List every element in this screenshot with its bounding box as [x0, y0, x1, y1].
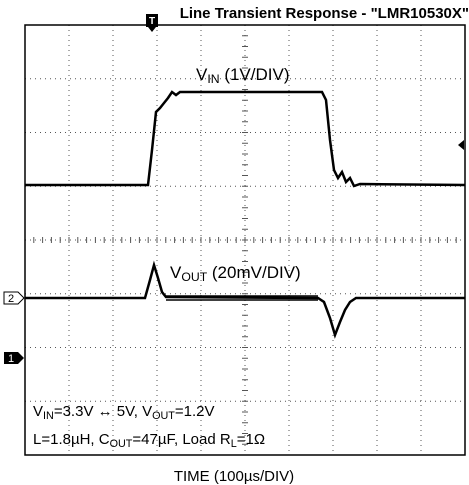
text-part: =47µF, Load R — [132, 431, 230, 448]
text-part: (1V/DIV) — [220, 65, 290, 84]
level-marker — [458, 140, 464, 150]
text-part: OUT — [152, 410, 175, 422]
x-label: TIME (100µs/DIV) — [174, 468, 294, 485]
text-part: IN — [207, 72, 219, 86]
grid — [24, 24, 466, 456]
text-part: L=1.8µH, C — [33, 431, 110, 448]
vout-label: VOUT (20mV/DIV) — [170, 263, 301, 284]
text-part: V — [33, 403, 43, 420]
ch1-label: 1 — [8, 353, 14, 365]
ch2-label: 2 — [8, 293, 14, 305]
text-part: V — [170, 263, 182, 282]
text-part: (20mV/DIV) — [207, 263, 301, 282]
vout-noise — [166, 295, 318, 301]
trigger-marker: T — [146, 14, 158, 32]
text-part: V — [196, 65, 208, 84]
text-part: OUT — [181, 270, 207, 284]
ch2-marker: 2 — [3, 291, 25, 305]
ch1-marker: 1 — [4, 352, 24, 365]
vout-trace — [25, 260, 465, 339]
text-part: =1Ω — [237, 431, 265, 448]
vin-trace — [25, 90, 466, 188]
text-part: OUT — [110, 438, 133, 450]
text-part: L — [231, 438, 237, 450]
trigger-label: T — [149, 16, 155, 27]
text-part: IN — [43, 410, 54, 422]
screen-frame — [24, 24, 466, 456]
annotation: VIN=3.3V ↔ 5V, VOUT=1.2V — [33, 403, 215, 422]
annotation: L=1.8µH, COUT=47µF, Load RL=1Ω — [33, 431, 265, 450]
vin-label: VIN (1V/DIV) — [196, 65, 290, 86]
title: Line Transient Response - "LMR10530X" — [180, 5, 469, 22]
text-part: =3.3V ↔ 5V, V — [54, 403, 152, 420]
text-part: =1.2V — [175, 403, 215, 420]
